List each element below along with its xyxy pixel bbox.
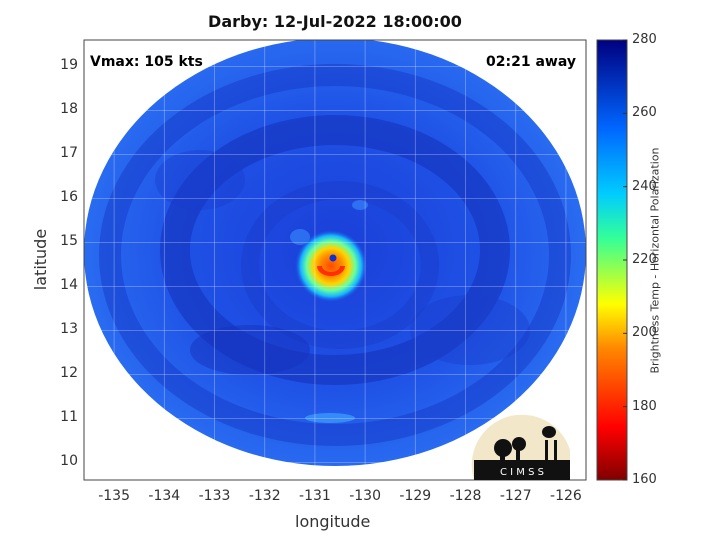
x-axis-label: longitude bbox=[295, 512, 371, 531]
x-tick-label: -133 bbox=[198, 488, 231, 504]
x-tick-label: -129 bbox=[399, 488, 432, 504]
time-away-label: 02:21 away bbox=[486, 54, 576, 70]
y-tick-label: 12 bbox=[60, 365, 78, 382]
y-tick-label: 11 bbox=[60, 409, 78, 426]
storm-eye bbox=[295, 230, 367, 302]
x-tick-label: -135 bbox=[98, 488, 130, 504]
x-tick-label: -128 bbox=[449, 488, 482, 504]
y-tick-label: 15 bbox=[60, 233, 78, 250]
y-tick-label: 17 bbox=[60, 145, 78, 162]
colorbar-tick-label: 220 bbox=[632, 252, 657, 267]
logo-text: C I M S S bbox=[500, 467, 544, 478]
colorbar-tick-label: 160 bbox=[632, 472, 657, 487]
y-tick-label: 16 bbox=[60, 189, 78, 206]
colorbar-tick-label: 280 bbox=[632, 32, 657, 47]
cimss-logo: C I M S S bbox=[471, 414, 570, 480]
x-tick-label: -132 bbox=[248, 488, 281, 504]
vmax-label: Vmax: 105 kts bbox=[90, 54, 203, 70]
x-tick-label: -131 bbox=[299, 488, 331, 504]
y-tick-label: 14 bbox=[60, 277, 78, 294]
y-tick-label: 10 bbox=[60, 453, 78, 470]
y-tick-label: 18 bbox=[60, 101, 78, 118]
satellite-swath bbox=[84, 40, 586, 466]
colorbar-tick-label: 200 bbox=[632, 325, 657, 341]
colorbar-tick-label: 260 bbox=[632, 105, 657, 121]
y-tick-label: 19 bbox=[60, 57, 78, 74]
x-tick-label: -127 bbox=[499, 488, 532, 504]
map-title: Darby: 12-Jul-2022 18:00:00 bbox=[208, 12, 462, 31]
x-tick-label: -134 bbox=[148, 488, 181, 504]
colorbar-ticks bbox=[623, 39, 627, 481]
colorbar-tick-label: 180 bbox=[632, 398, 657, 414]
y-tick-label: 13 bbox=[60, 321, 78, 338]
x-tick-label: -130 bbox=[349, 488, 381, 504]
x-tick-label: -126 bbox=[550, 488, 582, 504]
colorbar bbox=[596, 39, 628, 481]
colorbar-tick-label: 240 bbox=[632, 178, 657, 194]
